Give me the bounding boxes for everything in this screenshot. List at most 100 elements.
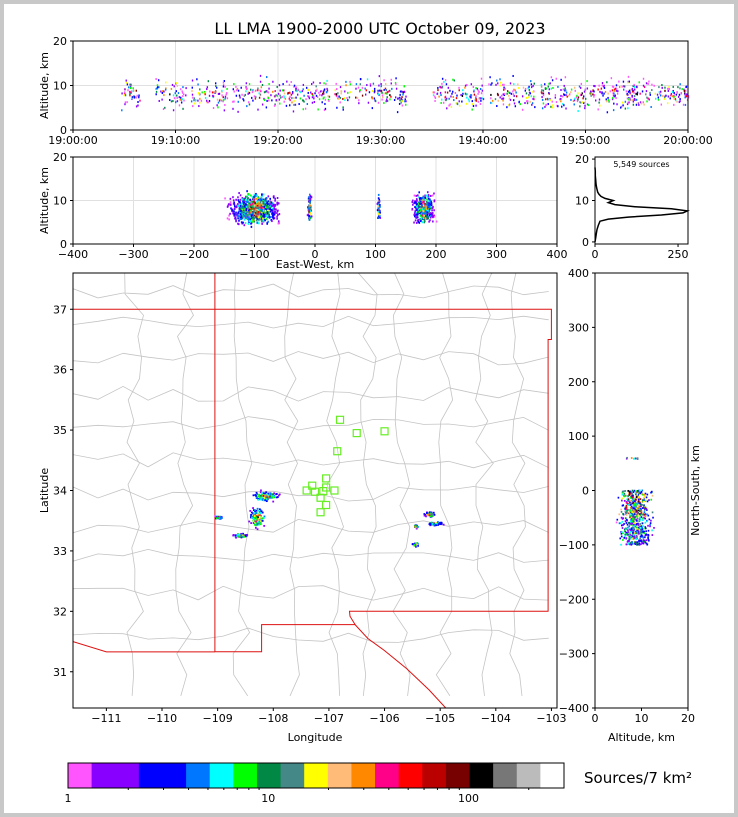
source-point [185, 94, 187, 97]
source-point [246, 217, 249, 220]
source-point [642, 525, 644, 527]
source-point [309, 204, 311, 207]
source-point [637, 505, 640, 508]
source-point [226, 217, 229, 220]
source-point [626, 495, 629, 497]
source-point [253, 523, 256, 526]
source-point [359, 90, 361, 93]
source-point [307, 207, 310, 210]
source-point [233, 100, 235, 103]
source-point [429, 215, 432, 218]
source-point [633, 457, 636, 460]
source-point [182, 95, 184, 98]
source-point [465, 93, 467, 96]
station-marker [316, 508, 325, 517]
source-point [426, 191, 429, 194]
source-point [290, 81, 292, 84]
source-point [506, 106, 508, 109]
east-west-frame [72, 156, 558, 245]
source-point [415, 203, 418, 206]
source-point [185, 87, 187, 90]
source-point [277, 214, 279, 217]
source-point [302, 83, 305, 86]
source-point [283, 100, 285, 103]
source-point [257, 108, 259, 111]
source-point [381, 91, 383, 94]
source-point [206, 101, 209, 104]
source-point [622, 490, 625, 493]
source-point [340, 92, 342, 95]
source-point [432, 220, 434, 223]
source-point [426, 198, 428, 201]
source-point [420, 209, 423, 212]
source-point [399, 90, 402, 93]
source-point [305, 86, 308, 89]
source-point [613, 88, 616, 91]
source-point [452, 90, 454, 93]
source-point [237, 222, 239, 225]
source-point [311, 96, 314, 99]
source-point [386, 98, 388, 101]
source-point [373, 97, 376, 100]
source-point [639, 492, 642, 495]
station-marker [335, 415, 345, 424]
source-point [262, 198, 265, 201]
source-point [450, 95, 452, 98]
source-point [651, 89, 653, 92]
source-point [425, 207, 427, 210]
source-point [450, 105, 453, 108]
source-point [265, 214, 267, 217]
source-point [428, 212, 430, 215]
source-point [237, 211, 240, 214]
source-point [273, 195, 275, 198]
source-point [294, 103, 297, 106]
source-point [393, 99, 396, 102]
source-point [625, 504, 628, 507]
source-point [207, 80, 210, 83]
source-point [269, 496, 272, 499]
source-point [425, 515, 427, 518]
source-point [396, 111, 399, 114]
source-point [427, 216, 430, 219]
source-point [431, 209, 433, 212]
source-point [603, 86, 606, 89]
source-point [627, 101, 629, 104]
source-point [436, 522, 439, 524]
source-point [632, 98, 635, 101]
source-point [448, 97, 450, 100]
source-point [267, 202, 269, 205]
source-point [252, 494, 255, 497]
source-point [266, 212, 269, 215]
source-point [631, 514, 634, 517]
source-point [265, 202, 267, 205]
source-point [648, 539, 650, 542]
source-point [578, 85, 581, 88]
station-marker [316, 493, 325, 502]
source-point [638, 543, 641, 546]
source-point [323, 92, 325, 95]
source-point [325, 83, 327, 86]
source-point [629, 530, 632, 533]
colorbar-swatch [186, 763, 211, 788]
source-point [237, 89, 240, 92]
source-point [686, 93, 688, 96]
source-point [211, 91, 214, 94]
source-point [302, 108, 304, 111]
source-point [627, 489, 630, 492]
source-point [247, 207, 249, 210]
source-point [470, 83, 473, 86]
source-point [466, 93, 468, 96]
source-point [256, 194, 258, 197]
source-point [636, 541, 638, 544]
source-point [471, 100, 473, 103]
source-point [253, 211, 255, 214]
source-point [471, 103, 474, 106]
source-point [240, 218, 243, 221]
source-point [277, 209, 279, 212]
source-point [255, 495, 257, 497]
source-point [257, 199, 259, 202]
source-point [550, 105, 552, 108]
source-point [590, 94, 592, 97]
source-point [123, 91, 126, 94]
station-marker [322, 500, 331, 510]
